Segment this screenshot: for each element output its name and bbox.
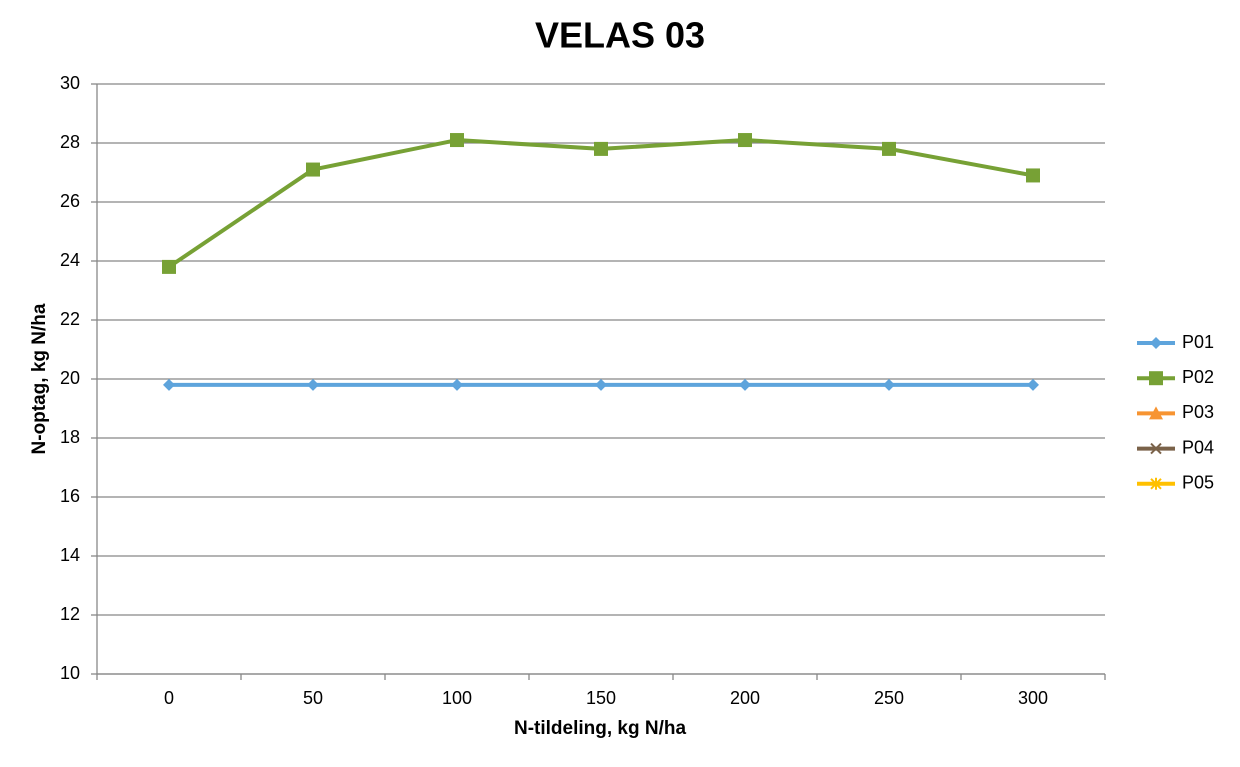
data-point xyxy=(306,162,320,177)
data-point xyxy=(1026,168,1040,183)
legend-label: P03 xyxy=(1182,402,1214,422)
y-tick-label: 16 xyxy=(60,486,80,506)
data-point xyxy=(738,133,752,148)
data-point xyxy=(162,259,176,274)
data-point xyxy=(451,378,463,391)
x-tick-label: 250 xyxy=(874,688,904,708)
y-tick-label: 26 xyxy=(60,191,80,211)
data-point xyxy=(450,133,464,148)
legend-marker xyxy=(1150,477,1162,490)
data-point xyxy=(595,378,607,391)
data-point xyxy=(882,141,896,156)
data-point xyxy=(739,378,751,391)
y-tick-label: 20 xyxy=(60,368,80,388)
x-tick-label: 150 xyxy=(586,688,616,708)
legend-label: P05 xyxy=(1182,473,1214,493)
y-tick-label: 14 xyxy=(60,545,80,565)
x-tick-label: 0 xyxy=(164,688,174,708)
data-point xyxy=(163,378,175,391)
y-tick-label: 24 xyxy=(60,250,80,270)
legend-label: P04 xyxy=(1182,437,1214,457)
legend-marker xyxy=(1150,337,1162,349)
x-tick-label: 300 xyxy=(1018,688,1048,708)
y-tick-label: 10 xyxy=(60,663,80,683)
y-axis-title: N-optag, kg N/ha xyxy=(29,303,50,454)
x-axis-title: N-tildeling, kg N/ha xyxy=(514,718,686,739)
data-point xyxy=(1027,378,1039,391)
legend-marker xyxy=(1150,442,1162,455)
series-line xyxy=(167,138,1034,269)
x-tick-label: 200 xyxy=(730,688,760,708)
x-tick-label: 100 xyxy=(442,688,472,708)
y-tick-label: 30 xyxy=(60,73,80,93)
legend-label: P01 xyxy=(1182,332,1214,352)
legend-marker xyxy=(1149,371,1163,386)
data-point xyxy=(307,378,319,391)
data-point xyxy=(883,378,895,391)
y-tick-label: 28 xyxy=(60,132,80,152)
x-tick-label: 50 xyxy=(303,688,323,708)
chart-title: VELAS 03 xyxy=(535,15,705,56)
legend-label: P02 xyxy=(1182,367,1214,387)
legend-marker xyxy=(1149,406,1163,420)
y-tick-label: 18 xyxy=(60,427,80,447)
y-tick-label: 12 xyxy=(60,604,80,624)
data-point xyxy=(594,141,608,156)
y-tick-label: 22 xyxy=(60,309,80,329)
